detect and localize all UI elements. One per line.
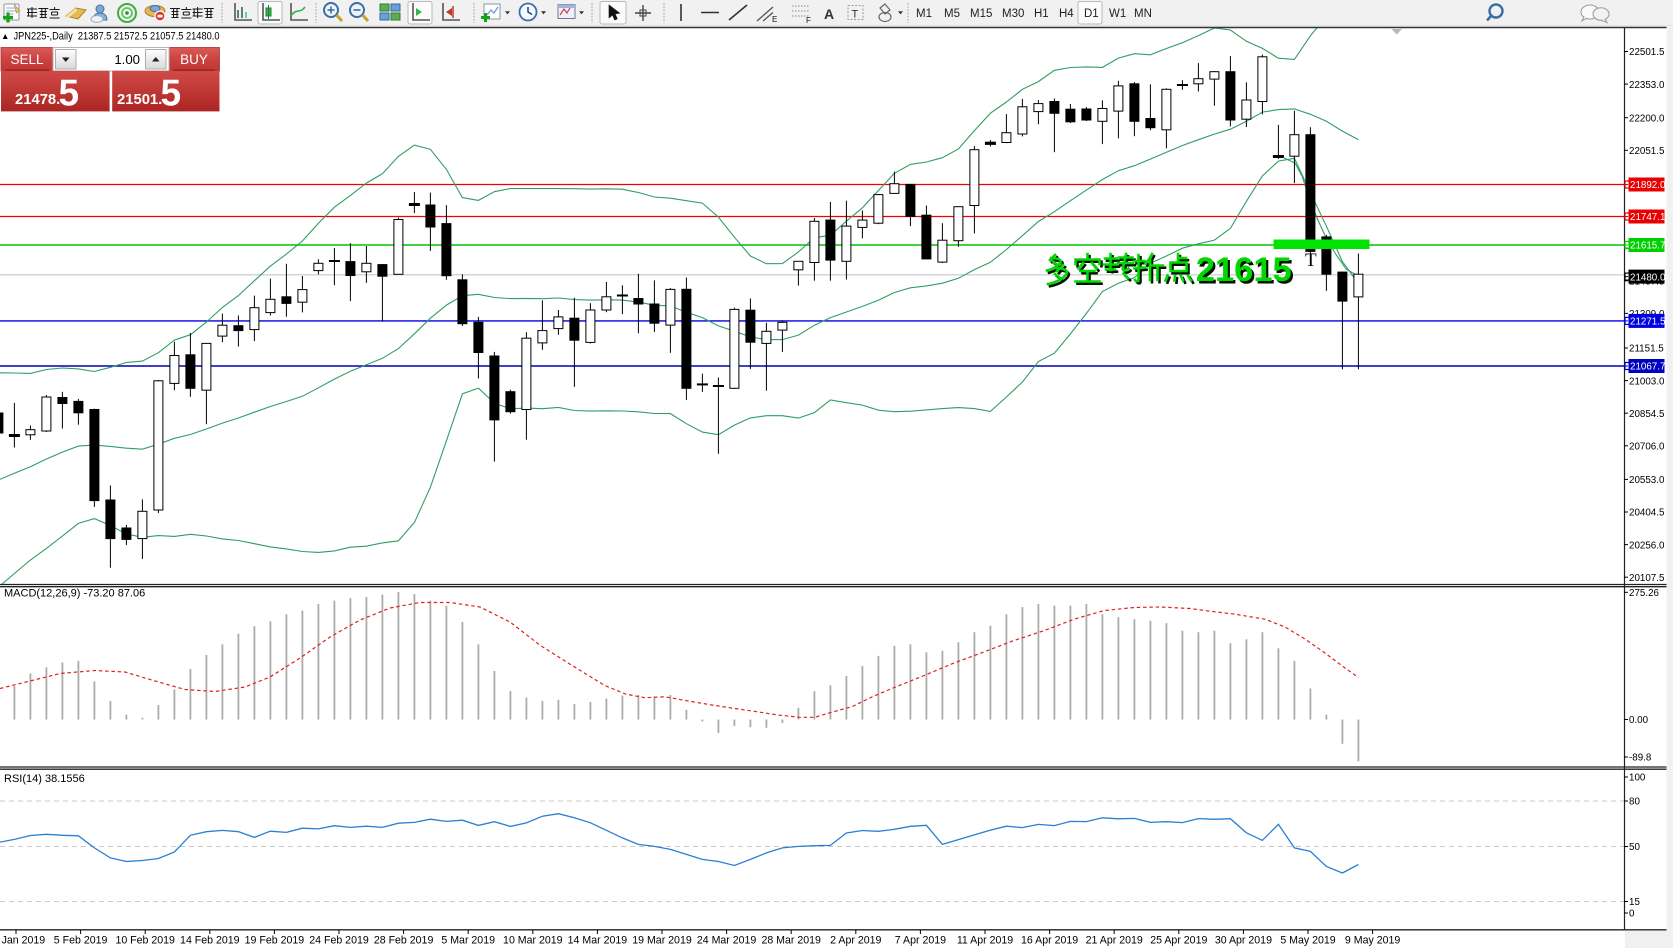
svg-text:50: 50 xyxy=(1629,842,1640,853)
svg-text:24 Mar 2019: 24 Mar 2019 xyxy=(697,935,757,947)
svg-text:25 Apr 2019: 25 Apr 2019 xyxy=(1150,935,1207,947)
svg-text:19 Mar 2019: 19 Mar 2019 xyxy=(632,935,692,947)
svg-text:BUY: BUY xyxy=(180,52,208,67)
svg-text:A: A xyxy=(824,6,834,22)
svg-text:MN: MN xyxy=(1134,8,1152,20)
svg-text:30 Apr 2019: 30 Apr 2019 xyxy=(1215,935,1272,947)
svg-text:20256.0: 20256.0 xyxy=(1629,540,1665,551)
svg-text:16 Apr 2019: 16 Apr 2019 xyxy=(1021,935,1078,947)
svg-text:JPN225-,Daily 21387.5 21572.5: JPN225-,Daily 21387.5 21572.5 21057.5 21… xyxy=(14,31,220,43)
svg-text:1.00: 1.00 xyxy=(114,52,140,67)
svg-text:24 Feb 2019: 24 Feb 2019 xyxy=(309,935,369,947)
svg-text:21747.1: 21747.1 xyxy=(1630,212,1665,223)
svg-text:T: T xyxy=(1305,250,1317,271)
svg-text:M30: M30 xyxy=(1002,8,1024,20)
svg-text:21478.: 21478. xyxy=(15,92,60,108)
svg-text:0: 0 xyxy=(1629,909,1635,920)
svg-text:5 Feb 2019: 5 Feb 2019 xyxy=(54,935,108,947)
svg-text:22353.0: 22353.0 xyxy=(1629,80,1665,91)
svg-text:20854.5: 20854.5 xyxy=(1629,409,1665,420)
svg-text:22501.5: 22501.5 xyxy=(1629,47,1665,58)
svg-text:21151.5: 21151.5 xyxy=(1629,344,1664,355)
svg-text:10 Mar 2019: 10 Mar 2019 xyxy=(503,935,563,947)
svg-text:21271.5: 21271.5 xyxy=(1630,317,1666,328)
svg-text:275.26: 275.26 xyxy=(1629,588,1660,599)
svg-text:E: E xyxy=(772,15,777,24)
svg-text:M1: M1 xyxy=(916,8,932,20)
svg-text:SELL: SELL xyxy=(10,52,44,67)
svg-text:28 Mar 2019: 28 Mar 2019 xyxy=(761,935,821,947)
svg-text:21615: 21615 xyxy=(1196,251,1292,289)
svg-text:21615.7: 21615.7 xyxy=(1630,241,1665,252)
svg-text:▲: ▲ xyxy=(1,31,9,41)
svg-text:100: 100 xyxy=(1629,773,1646,784)
svg-text:21003.0: 21003.0 xyxy=(1629,376,1665,387)
svg-text:21480.0: 21480.0 xyxy=(1630,272,1666,283)
svg-text:2 Apr 2019: 2 Apr 2019 xyxy=(830,935,881,947)
svg-text:21615: 21615 xyxy=(1198,254,1294,292)
svg-text:7 Apr 2019: 7 Apr 2019 xyxy=(895,935,946,947)
svg-text:20107.5: 20107.5 xyxy=(1629,573,1665,584)
svg-text:20553.0: 20553.0 xyxy=(1629,475,1665,486)
svg-text:19 Feb 2019: 19 Feb 2019 xyxy=(245,935,305,947)
svg-text:21501.: 21501. xyxy=(117,92,162,108)
svg-text:28 Feb 2019: 28 Feb 2019 xyxy=(374,935,434,947)
svg-text:22200.0: 22200.0 xyxy=(1629,113,1665,124)
svg-text:RSI(14) 38.1556: RSI(14) 38.1556 xyxy=(4,773,85,785)
svg-text:20706.0: 20706.0 xyxy=(1629,442,1665,453)
svg-text:-89.8: -89.8 xyxy=(1629,753,1652,764)
svg-text:D1: D1 xyxy=(1084,8,1099,20)
svg-text:20404.5: 20404.5 xyxy=(1629,508,1665,519)
svg-text:M15: M15 xyxy=(970,8,992,20)
svg-text:21 Apr 2019: 21 Apr 2019 xyxy=(1086,935,1143,947)
svg-text:10 Feb 2019: 10 Feb 2019 xyxy=(115,935,175,947)
svg-text:MACD(12,26,9) -73.20 87.06: MACD(12,26,9) -73.20 87.06 xyxy=(4,588,145,600)
svg-text:5 May 2019: 5 May 2019 xyxy=(1280,935,1335,947)
svg-text:31 Jan 2019: 31 Jan 2019 xyxy=(0,935,45,947)
svg-text:14 Mar 2019: 14 Mar 2019 xyxy=(568,935,628,947)
svg-text:21067.7: 21067.7 xyxy=(1630,362,1665,373)
svg-text:15: 15 xyxy=(1629,897,1640,908)
svg-text:80: 80 xyxy=(1629,797,1640,808)
svg-text:5 Mar 2019: 5 Mar 2019 xyxy=(441,935,495,947)
svg-text:T: T xyxy=(852,9,859,21)
svg-text:11 Apr 2019: 11 Apr 2019 xyxy=(957,935,1013,947)
svg-text:H1: H1 xyxy=(1034,8,1049,20)
svg-text:5: 5 xyxy=(59,73,80,114)
svg-text:22051.5: 22051.5 xyxy=(1629,146,1665,157)
svg-text:5: 5 xyxy=(161,73,182,114)
svg-text:9 May 2019: 9 May 2019 xyxy=(1345,935,1400,947)
svg-text:14 Feb 2019: 14 Feb 2019 xyxy=(180,935,240,947)
svg-text:H4: H4 xyxy=(1059,8,1074,20)
svg-text:0.00: 0.00 xyxy=(1629,715,1649,726)
svg-text:21892.0: 21892.0 xyxy=(1630,180,1666,191)
svg-text:W1: W1 xyxy=(1109,8,1126,20)
svg-text:M5: M5 xyxy=(944,8,960,20)
svg-text:F: F xyxy=(806,16,811,25)
